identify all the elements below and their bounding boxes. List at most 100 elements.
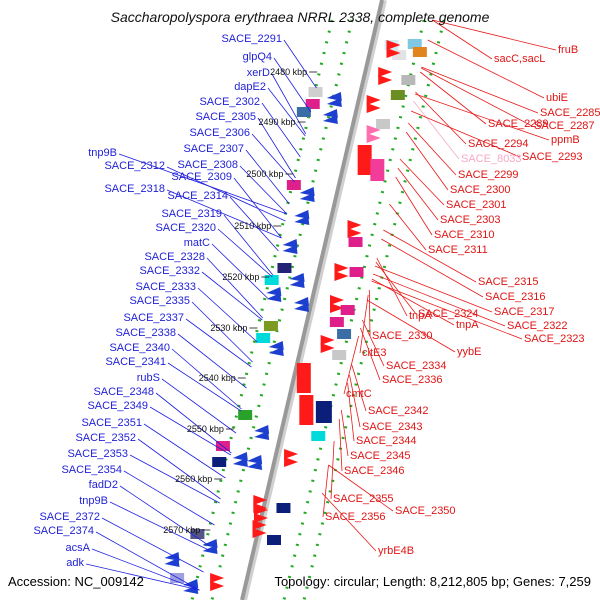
left-gene-label[interactable]: SACE_2333 <box>135 281 196 293</box>
left-gene-label[interactable]: SACE_2319 <box>161 208 222 220</box>
left-leader-line <box>109 501 209 551</box>
right-gene-label[interactable]: SACE_2322 <box>507 320 568 332</box>
left-gene-label[interactable]: SACE_2306 <box>189 127 250 139</box>
left-gene-label[interactable]: SACE_2340 <box>109 342 170 354</box>
left-gene-label[interactable]: SACE_2320 <box>155 222 216 234</box>
left-gene-label[interactable]: SACE_2374 <box>33 525 94 537</box>
left-gene-label[interactable]: SACE_2305 <box>195 111 256 123</box>
right-gene-label[interactable]: tnpA <box>409 310 432 322</box>
topology-summary: Topology: circular; Length: 8,212,805 bp… <box>274 574 591 589</box>
left-gene-label[interactable]: SACE_2328 <box>144 251 205 263</box>
left-gene-label[interactable]: SACE_2314 <box>167 190 228 202</box>
gene-arrow-forward <box>326 98 342 107</box>
right-gene-label[interactable]: SACE_2294 <box>468 138 529 150</box>
right-gene-label[interactable]: yrbE4B <box>378 545 414 557</box>
right-gene-label[interactable]: cmtC <box>346 388 372 400</box>
left-gene-label[interactable]: tnp9B <box>88 147 117 159</box>
large-gene-block <box>299 395 314 425</box>
kbp-tick-label: 2540 kbp <box>199 373 236 383</box>
right-gene-label[interactable]: SACE_2301 <box>446 199 507 211</box>
right-gene-label[interactable]: SACE_2287 <box>534 120 595 132</box>
left-gene-label[interactable]: tnp9B <box>79 495 108 507</box>
right-gene-label[interactable]: SACE_2300 <box>450 184 511 196</box>
right-gene-label[interactable]: tnpA <box>456 319 479 331</box>
right-gene-label[interactable]: SACE_2334 <box>386 360 447 372</box>
left-gene-label[interactable]: SACE_2291 <box>221 33 282 45</box>
left-gene-label[interactable]: SACE_2335 <box>129 295 190 307</box>
left-gene-label[interactable]: adk <box>66 557 84 569</box>
right-gene-label[interactable]: SACE_2343 <box>362 421 423 433</box>
right-gene-label[interactable]: SACE_2346 <box>344 465 405 477</box>
left-gene-label[interactable]: dapE2 <box>234 81 266 93</box>
left-leader-line <box>257 117 296 179</box>
left-gene-label[interactable]: SACE_2354 <box>61 464 122 476</box>
right-gene-label[interactable]: SACE_2356 <box>325 511 386 523</box>
right-gene-label[interactable]: sacC,sacL <box>494 53 545 65</box>
left-leader-line <box>91 548 200 591</box>
left-gene-label[interactable]: SACE_2308 <box>177 159 238 171</box>
left-gene-label[interactable]: SACE_2348 <box>93 386 154 398</box>
right-gene-label[interactable]: fruB <box>558 44 578 56</box>
left-leader-line <box>177 333 247 389</box>
left-leader-line <box>211 243 268 299</box>
right-gene-label[interactable]: SACE_2299 <box>458 169 519 181</box>
left-gene-label[interactable]: SACE_2312 <box>104 160 165 172</box>
right-gene-label[interactable]: yybE <box>457 346 481 358</box>
right-gene-label[interactable]: SACE_2310 <box>434 229 495 241</box>
left-gene-label[interactable]: SACE_2302 <box>199 96 260 108</box>
gene-block <box>340 305 355 315</box>
right-gene-label[interactable]: SACE_2315 <box>478 276 539 288</box>
right-gene-label[interactable]: SACE_2330 <box>372 330 433 342</box>
left-gene-label[interactable]: SACE_2353 <box>67 448 128 460</box>
right-gene-label[interactable]: SACE_2345 <box>350 450 411 462</box>
left-gene-label[interactable]: SACE_2309 <box>171 171 232 183</box>
right-leader-line <box>360 327 381 381</box>
gene-arrow-reverse <box>366 125 381 135</box>
right-gene-label[interactable]: citE3 <box>362 347 386 359</box>
gene-block <box>212 457 227 467</box>
left-leader-line <box>161 378 237 434</box>
gene-block <box>308 87 323 97</box>
left-gene-label[interactable]: matC <box>184 237 210 249</box>
right-gene-label[interactable]: SACE_2336 <box>382 374 443 386</box>
right-gene-label[interactable]: SACE_2323 <box>524 333 585 345</box>
left-gene-label[interactable]: SACE_2307 <box>183 143 244 155</box>
gene-arrow-forward <box>289 273 305 282</box>
left-gene-label[interactable]: SACE_2372 <box>39 511 100 523</box>
right-gene-label[interactable]: ubiE <box>546 92 568 104</box>
left-gene-label[interactable]: SACE_2338 <box>115 327 176 339</box>
right-gene-label[interactable]: SACE_2316 <box>485 291 546 303</box>
right-gene-label[interactable]: SACE_2303 <box>440 214 501 226</box>
left-gene-label[interactable]: SACE_2341 <box>105 356 166 368</box>
gene-labels[interactable]: SACE_2291 glpQ4 xerD dapE2 SACE_2302 SACE_230… <box>33 33 600 569</box>
right-gene-label[interactable]: SACE_2355 <box>333 493 394 505</box>
right-gene-label[interactable]: SACE_2285 <box>540 107 600 119</box>
left-gene-label[interactable]: SACE_2332 <box>139 265 200 277</box>
right-gene-label[interactable]: SACE_2344 <box>356 435 417 447</box>
left-gene-label[interactable]: acsA <box>66 542 91 554</box>
left-gene-label[interactable]: rubS <box>137 372 160 384</box>
right-gene-label[interactable]: SACE_8033 <box>461 153 522 165</box>
right-gene-label[interactable]: SACE_2311 <box>428 244 488 256</box>
left-gene-label[interactable]: SACE_2318 <box>104 183 165 195</box>
left-leader-line <box>239 165 288 215</box>
left-gene-label[interactable]: xerD <box>247 67 270 79</box>
left-gene-label[interactable]: SACE_2352 <box>75 432 136 444</box>
right-gene-label[interactable]: SACE_2350 <box>395 505 456 517</box>
left-leader-line <box>101 517 204 573</box>
left-gene-label[interactable]: SACE_2351 <box>81 417 142 429</box>
right-gene-label[interactable]: SACE_2293 <box>522 151 583 163</box>
left-gene-label[interactable]: fadD2 <box>89 479 118 491</box>
right-gene-label[interactable]: SACE_2324 <box>418 308 479 320</box>
left-gene-label[interactable]: glpQ4 <box>243 51 272 63</box>
right-gene-label[interactable]: ppmB <box>551 134 580 146</box>
right-gene-label[interactable]: SACE_2289 <box>488 118 549 130</box>
right-gene-label[interactable]: SACE_2317 <box>494 306 555 318</box>
left-gene-label[interactable]: SACE_2349 <box>87 400 148 412</box>
left-gene-label[interactable]: SACE_2337 <box>123 312 184 324</box>
right-gene-label[interactable]: SACE_2342 <box>368 405 429 417</box>
left-leader-line <box>149 406 232 456</box>
gene-block <box>348 237 363 247</box>
right-leader-line <box>361 319 385 367</box>
left-leader-line <box>223 214 274 276</box>
